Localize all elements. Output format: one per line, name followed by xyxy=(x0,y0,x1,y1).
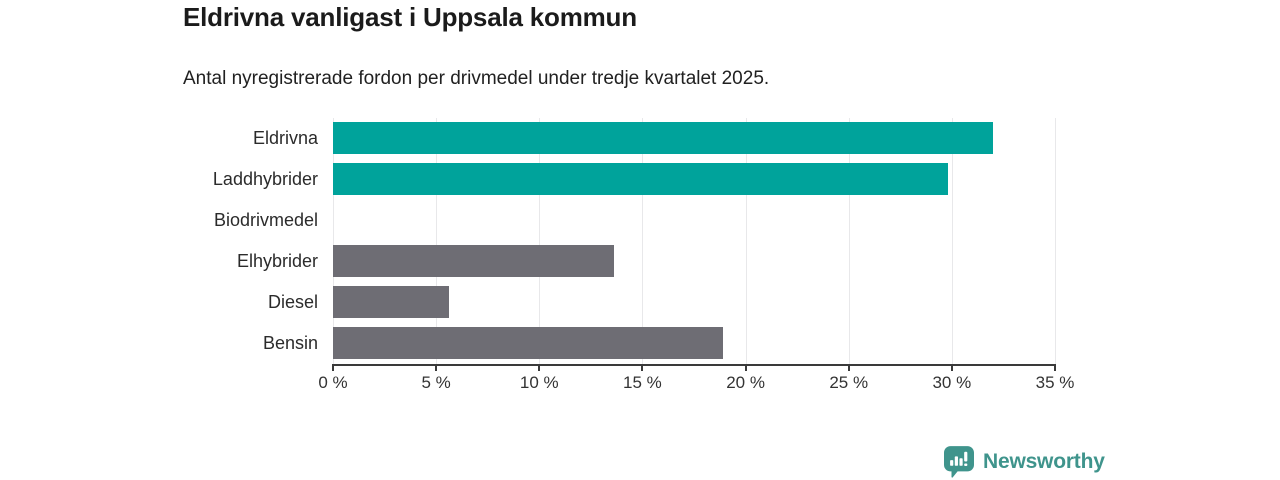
bar-row-elhybrider xyxy=(333,241,1055,282)
x-tick-4 xyxy=(744,364,747,371)
chart-subtitle: Antal nyregistrerade fordon per drivmede… xyxy=(183,68,770,89)
bar-row-laddhybrider xyxy=(333,159,1055,200)
bar-row-diesel xyxy=(333,282,1055,323)
x-tick-5 xyxy=(847,364,850,371)
bar-laddhybrider xyxy=(333,163,948,195)
category-label-biodrivmedel: Biodrivmedel xyxy=(213,210,318,230)
newsworthy-bubble-icon xyxy=(944,446,974,478)
x-tick-label-7: 35 % xyxy=(1035,373,1075,392)
category-label-diesel: Diesel xyxy=(267,292,318,312)
bar-eldrivna xyxy=(333,122,994,154)
x-tick-0 xyxy=(332,364,334,371)
bar-diesel xyxy=(333,286,449,318)
x-tick-label-2: 10 % xyxy=(519,373,559,392)
x-tick-label-0: 0 % xyxy=(318,373,348,392)
gridline-3 xyxy=(642,118,644,364)
category-label-laddhybrider: Laddhybrider xyxy=(212,169,318,189)
bar-row-biodrivmedel xyxy=(333,200,1055,241)
gridline-6 xyxy=(951,118,953,364)
gridline-4 xyxy=(745,118,747,364)
gridline-7 xyxy=(1055,118,1056,364)
x-tick-label-4: 20 % xyxy=(726,373,765,392)
bar-row-bensin xyxy=(333,323,1055,364)
x-tick-3 xyxy=(641,364,644,371)
x-axis: 0 % 5 % 10 % 15 % 20 % 25 % 30 % 35 % xyxy=(318,364,1074,404)
x-tick-label-3: 15 % xyxy=(623,373,662,392)
x-tick-label-1: 5 % xyxy=(421,373,451,392)
x-tick-2 xyxy=(538,364,541,371)
bar-bensin xyxy=(333,327,723,359)
bars xyxy=(333,118,1055,364)
category-label-bensin: Bensin xyxy=(262,333,318,353)
x-tick-7 xyxy=(1054,364,1056,371)
x-tick-label-5: 25 % xyxy=(829,373,869,392)
x-tick-1 xyxy=(435,364,438,371)
chart-title: Eldrivna vanligast i Uppsala kommun xyxy=(183,2,637,32)
gridline-1 xyxy=(436,118,438,364)
gridline-0 xyxy=(333,118,334,364)
bar-elhybrider xyxy=(333,245,614,277)
brand-name: Newsworthy xyxy=(983,450,1105,473)
gridline-5 xyxy=(848,118,850,364)
x-tick-label-6: 30 % xyxy=(932,373,972,392)
x-tick-6 xyxy=(950,364,953,371)
gridline-2 xyxy=(539,118,541,364)
category-labels: Eldrivna Laddhybrider Biodrivmedel Elhybrid… xyxy=(0,118,318,364)
bar-row-eldrivna xyxy=(333,118,1055,159)
newsworthy-logo: Newsworthy xyxy=(944,446,1105,478)
category-label-elhybrider: Elhybrider xyxy=(236,251,318,271)
plot-area xyxy=(333,118,1056,366)
category-label-eldrivna: Eldrivna xyxy=(252,128,318,148)
